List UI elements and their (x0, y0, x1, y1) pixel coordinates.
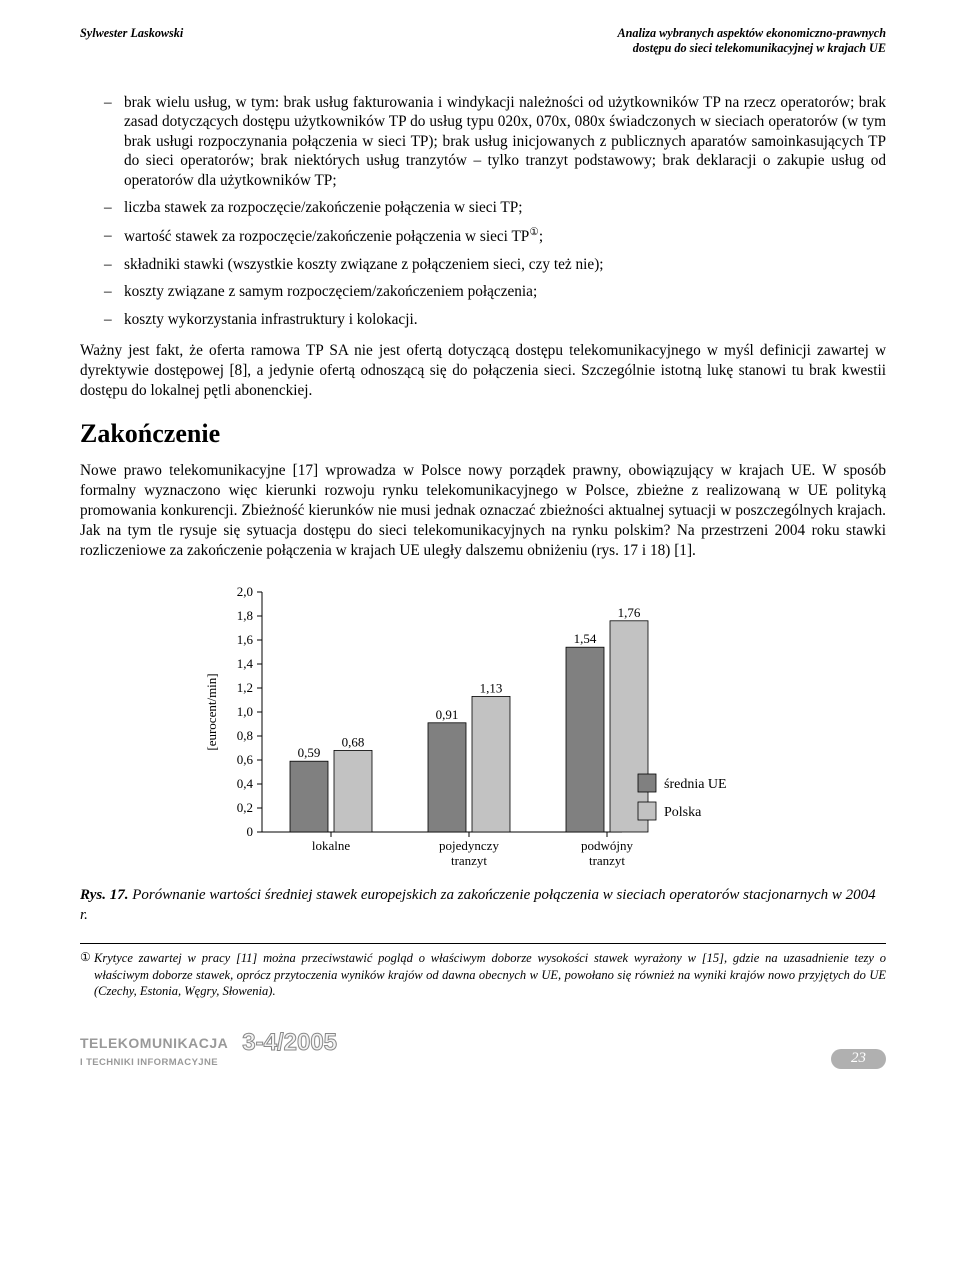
svg-text:1,2: 1,2 (237, 680, 253, 695)
list-item: składniki stawki (wszystkie koszty związ… (104, 255, 886, 275)
list-item: brak wielu usług, w tym: brak usług fakt… (104, 93, 886, 191)
issue-number: 3-4/2005 (242, 1031, 337, 1055)
svg-text:Polska: Polska (664, 805, 702, 820)
svg-text:[eurocent/min]: [eurocent/min] (204, 674, 219, 751)
bullet-list: brak wielu usług, w tym: brak usług fakt… (104, 93, 886, 330)
svg-text:1,0: 1,0 (237, 704, 253, 719)
svg-text:0,8: 0,8 (237, 728, 253, 743)
caption-text: Porównanie wartości średniej stawek euro… (80, 887, 876, 923)
svg-text:1,54: 1,54 (574, 632, 597, 647)
svg-text:1,76: 1,76 (618, 605, 641, 620)
page-footer: TELEKOMUNIKACJA 3-4/2005 I TECHNIKI INFO… (80, 1029, 886, 1069)
running-header: Sylwester Laskowski Analiza wybranych as… (80, 26, 886, 57)
svg-text:0: 0 (247, 824, 254, 839)
list-item: koszty wykorzystania infrastruktury i ko… (104, 310, 886, 330)
svg-text:1,8: 1,8 (237, 608, 253, 623)
figure-caption: Rys. 17. Porównanie wartości średniej st… (80, 886, 886, 925)
publication-subtitle: I TECHNIKI INFORMACYJNE (80, 1057, 218, 1068)
svg-text:tranzyt: tranzyt (589, 853, 625, 868)
footnote-text: Krytyce zawartej w pracy [11] można prze… (94, 951, 886, 998)
footnote-symbol: ① (80, 950, 91, 966)
footnote-rule (80, 943, 886, 944)
svg-text:0,4: 0,4 (237, 776, 254, 791)
list-item: liczba stawek za rozpoczęcie/zakończenie… (104, 198, 886, 218)
svg-text:0,68: 0,68 (342, 735, 365, 750)
header-author: Sylwester Laskowski (80, 26, 183, 57)
svg-text:0,2: 0,2 (237, 800, 253, 815)
caption-label: Rys. 17. (80, 887, 128, 903)
svg-text:pojedynczy: pojedynczy (439, 838, 499, 853)
svg-text:0,91: 0,91 (436, 707, 459, 722)
list-item: koszty związane z samym rozpoczęciem/zak… (104, 282, 886, 302)
section-heading: Zakończenie (80, 419, 886, 449)
svg-text:2,0: 2,0 (237, 586, 253, 599)
publication-block: TELEKOMUNIKACJA 3-4/2005 I TECHNIKI INFO… (80, 1029, 337, 1069)
svg-text:podwójny: podwójny (581, 838, 634, 853)
svg-text:1,13: 1,13 (480, 681, 503, 696)
svg-text:tranzyt: tranzyt (451, 853, 487, 868)
publication-title: TELEKOMUNIKACJA (80, 1035, 228, 1051)
svg-text:0,6: 0,6 (237, 752, 254, 767)
footnote: ① Krytyce zawartej w pracy [11] można pr… (80, 950, 886, 999)
svg-text:1,4: 1,4 (237, 656, 254, 671)
svg-text:lokalne: lokalne (312, 838, 350, 853)
figure-17: 0 0,2 0,4 0,6 0,8 1,0 1,2 1,4 1,6 1,8 2,0 [eurocent… (200, 586, 886, 878)
body-paragraph: Ważny jest fakt, że oferta ramowa TP SA … (80, 341, 886, 401)
page-number: 23 (831, 1049, 886, 1069)
bar-chart: 0 0,2 0,4 0,6 0,8 1,0 1,2 1,4 1,6 1,8 2,0 [eurocent… (200, 586, 792, 878)
svg-text:średnia UE: średnia UE (664, 777, 727, 792)
body-paragraph: Nowe prawo telekomunikacyjne [17] wprowa… (80, 461, 886, 560)
svg-text:1,6: 1,6 (237, 632, 254, 647)
page: Sylwester Laskowski Analiza wybranych as… (0, 0, 960, 1271)
svg-text:0,59: 0,59 (298, 746, 321, 761)
header-title: Analiza wybranych aspektów ekonomiczno-p… (618, 26, 887, 57)
list-item: wartość stawek za rozpoczęcie/zakończeni… (104, 226, 886, 247)
